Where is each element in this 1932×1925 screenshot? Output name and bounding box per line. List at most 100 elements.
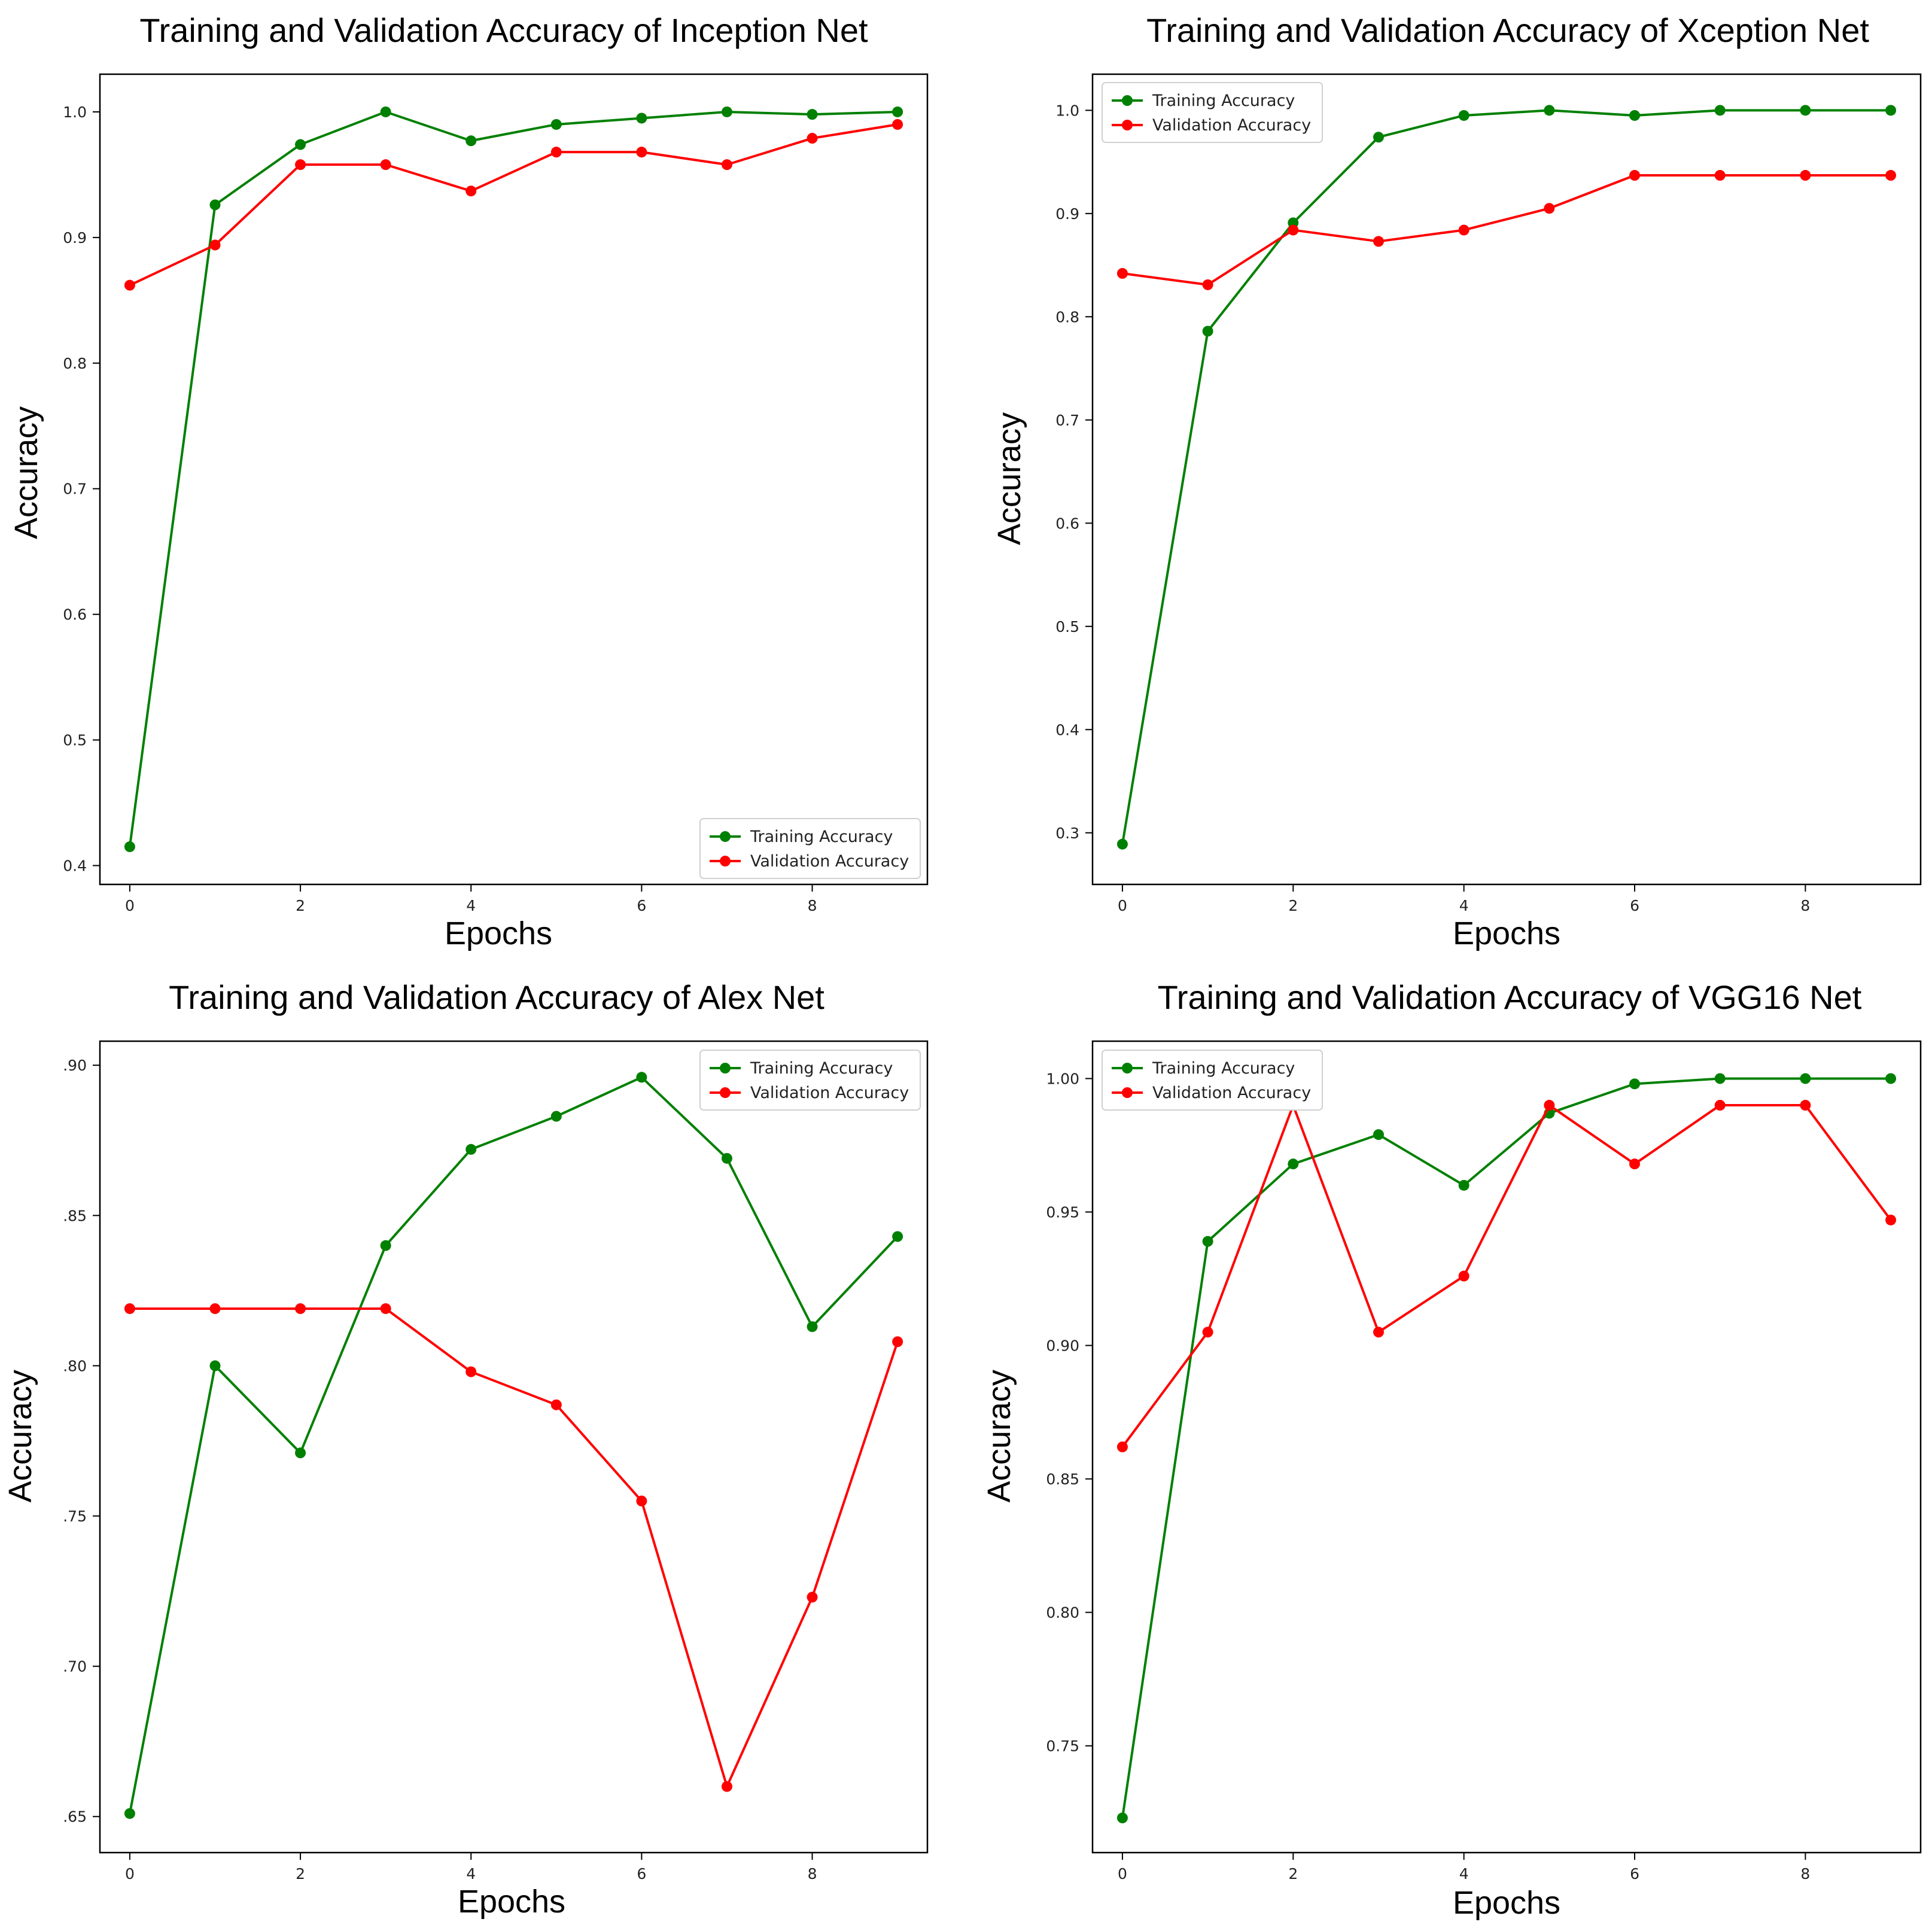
plot-frame: [1091, 73, 1922, 886]
data-point: [550, 1399, 562, 1410]
data-point: [465, 1366, 477, 1377]
x-tick-label: 6: [1630, 897, 1639, 914]
x-tick-label: 4: [466, 897, 476, 914]
data-point: [1544, 203, 1555, 214]
data-point: [295, 1303, 306, 1314]
legend-label: Training Accuracy: [750, 1059, 893, 1078]
data-point: [721, 1152, 732, 1164]
data-point: [1885, 105, 1897, 116]
x-tick-label: 0: [125, 1865, 135, 1883]
data-point: [1629, 1078, 1641, 1090]
x-tick-label: 2: [296, 897, 305, 914]
data-point: [124, 1808, 135, 1819]
data-point: [1202, 279, 1213, 290]
y-tick-label: 1.0: [63, 104, 87, 121]
data-point: [1800, 1073, 1811, 1084]
series-line: [1121, 1104, 1892, 1448]
data-point: [465, 185, 477, 197]
series-line: [1121, 109, 1891, 845]
series-validation: [1116, 170, 1897, 290]
data-point: [1458, 110, 1469, 121]
data-point: [636, 112, 647, 124]
x-tick-label: 0: [1118, 897, 1127, 914]
legend-label: Validation Accuracy: [1152, 116, 1311, 135]
data-point: [295, 159, 306, 171]
legend-box: [1102, 82, 1323, 143]
data-point: [550, 147, 562, 158]
chart-panel-3: Training and Validation Accuracy of Alex…: [2, 978, 929, 1920]
y-tick-label: 1.0: [1055, 102, 1079, 119]
x-tick-label: 4: [1459, 897, 1469, 914]
data-point: [124, 279, 135, 291]
data-point: [1629, 170, 1641, 181]
data-point: [1714, 170, 1726, 181]
y-tick-label: 0.6: [1055, 515, 1079, 532]
data-point: [1800, 105, 1811, 116]
data-point: [1373, 1327, 1384, 1338]
series-line: [129, 123, 898, 287]
y-tick-label: 0.80: [1046, 1604, 1079, 1622]
y-tick-label: 0.4: [1055, 721, 1079, 738]
series-training: [124, 106, 903, 853]
y-tick-label: 0.9: [1055, 205, 1079, 223]
data-point: [636, 1072, 647, 1083]
data-point: [892, 1336, 903, 1348]
data-point: [807, 1321, 818, 1333]
series-line: [1122, 174, 1891, 286]
legend-swatch-marker: [720, 1063, 731, 1074]
data-point: [892, 106, 903, 117]
data-point: [380, 1240, 391, 1251]
y-tick-label: .90: [63, 1057, 87, 1074]
y-tick-label: 1.00: [1046, 1070, 1079, 1087]
data-point: [1373, 1129, 1384, 1141]
data-point: [1202, 1327, 1213, 1338]
y-tick-label: .85: [63, 1207, 87, 1224]
data-point: [892, 1231, 903, 1242]
series-validation: [124, 118, 903, 291]
series-training: [124, 1072, 903, 1819]
chart-title: Training and Validation Accuracy of Xcep…: [1146, 11, 1869, 49]
plot-frame: [99, 1040, 929, 1854]
data-point: [1800, 170, 1811, 181]
data-point: [209, 1303, 221, 1314]
data-point: [465, 135, 477, 147]
data-point: [1714, 1073, 1726, 1084]
data-point: [1885, 1073, 1897, 1084]
x-tick-label: 6: [1630, 1865, 1639, 1883]
data-point: [465, 1144, 477, 1155]
x-tick-label: 8: [808, 1865, 817, 1883]
legend-label: Validation Accuracy: [750, 852, 909, 871]
legend-swatch-marker: [1122, 95, 1133, 106]
x-axis-label: Epochs: [1453, 916, 1560, 951]
data-point: [209, 239, 221, 251]
series-validation: [124, 1303, 903, 1792]
data-point: [1202, 1236, 1213, 1247]
y-tick-label: 0.6: [63, 606, 87, 624]
legend: Training Accuracy Validation Accuracy: [1102, 82, 1323, 143]
data-point: [380, 106, 391, 117]
data-point: [1544, 1100, 1555, 1111]
series-training: [1116, 105, 1897, 850]
legend: Training Accuracy Validation Accuracy: [1102, 1050, 1323, 1111]
data-point: [721, 106, 732, 117]
data-point: [636, 147, 647, 158]
y-axis-label: Accuracy: [2, 1370, 38, 1503]
y-tick-label: 0.9: [63, 229, 87, 247]
y-axis-label: Accuracy: [8, 406, 44, 539]
series-line: [1121, 1077, 1891, 1818]
y-tick-label: .70: [63, 1658, 87, 1675]
legend-label: Validation Accuracy: [1152, 1084, 1311, 1102]
chart-panel-2: Training and Validation Accuracy of Xcep…: [991, 11, 1922, 951]
legend-label: Training Accuracy: [1152, 1059, 1295, 1078]
data-point: [295, 139, 306, 150]
data-point: [1885, 170, 1897, 181]
y-tick-label: .65: [63, 1808, 87, 1826]
series-validation: [1116, 1100, 1897, 1452]
legend-swatch-marker: [1122, 1063, 1133, 1074]
series-line: [129, 1307, 899, 1788]
x-tick-label: 8: [808, 897, 817, 914]
y-tick-label: 0.3: [1055, 825, 1079, 842]
data-point: [1800, 1100, 1811, 1111]
x-tick-label: 0: [125, 897, 135, 914]
